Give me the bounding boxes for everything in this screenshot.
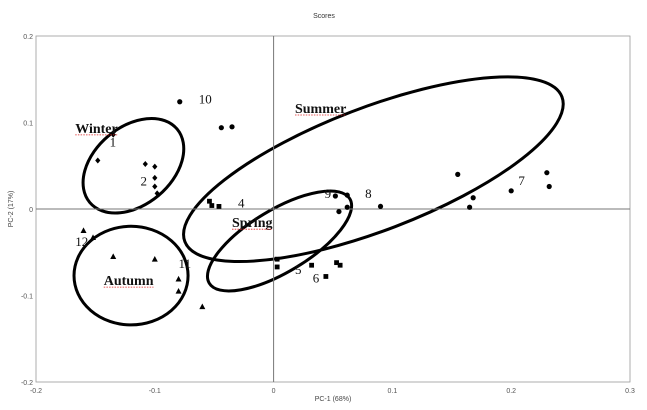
y-tick-label-2: 0 bbox=[29, 207, 33, 214]
y-tick-label-3: -0.1 bbox=[21, 294, 33, 301]
chart-title: Scores bbox=[313, 13, 335, 20]
y-tick-label-1: 0.1 bbox=[23, 121, 33, 128]
summer-point-3 bbox=[332, 193, 338, 199]
spring-point-8 bbox=[337, 262, 343, 268]
point-label-8: 8 bbox=[365, 186, 372, 201]
summer-point-12 bbox=[544, 170, 550, 176]
point-label-2: 2 bbox=[141, 174, 148, 189]
summer-point-0 bbox=[177, 99, 183, 105]
autumn-point-3 bbox=[151, 255, 158, 262]
summer-ellipse bbox=[182, 75, 565, 264]
spring-point-2 bbox=[216, 204, 222, 209]
x-tick-label-4: 0.2 bbox=[506, 388, 516, 395]
x-tick-label-0: -0.2 bbox=[30, 388, 42, 395]
winter-point-1 bbox=[95, 157, 101, 164]
summer-point-7 bbox=[377, 203, 384, 210]
summer-point-9 bbox=[470, 195, 476, 201]
group-ellipses bbox=[72, 75, 565, 327]
point-label-11: 11 bbox=[179, 256, 192, 271]
spring-ellipse bbox=[205, 189, 354, 293]
summer-point-10 bbox=[467, 204, 473, 210]
x-tick-label-3: 0.1 bbox=[388, 388, 398, 395]
summer-point-6 bbox=[344, 204, 350, 210]
summer-point-4 bbox=[344, 192, 350, 198]
spring-point-7 bbox=[334, 260, 339, 266]
summer-point-13 bbox=[546, 183, 552, 190]
y-tick-label-0: 0.2 bbox=[23, 34, 33, 41]
y-tick-label-4: -0.2 bbox=[21, 380, 33, 387]
autumn-label: Autumn bbox=[104, 274, 154, 289]
spring-point-3 bbox=[274, 256, 280, 262]
autumn-point-2 bbox=[110, 253, 117, 259]
point-label-12: 12 bbox=[75, 234, 88, 249]
x-axis-title: PC-1 (68%) bbox=[315, 396, 352, 403]
autumn-point-0 bbox=[80, 227, 87, 234]
winter-ellipse bbox=[81, 116, 186, 215]
spring-point-1 bbox=[209, 203, 215, 208]
winter-point-5 bbox=[152, 183, 158, 190]
autumn-point-5 bbox=[175, 287, 182, 294]
summer-point-8 bbox=[455, 171, 461, 177]
autumn-ellipse bbox=[72, 224, 190, 327]
point-label-5: 5 bbox=[295, 262, 302, 277]
point-label-6: 6 bbox=[313, 271, 320, 286]
winter-point-4 bbox=[152, 174, 158, 181]
spring-point-0 bbox=[207, 198, 212, 204]
summer-point-2 bbox=[229, 124, 235, 130]
point-label-10: 10 bbox=[199, 91, 212, 106]
group-labels: Winter Summer Spring Autumn bbox=[75, 102, 347, 289]
autumn-point-6 bbox=[199, 303, 206, 310]
winter-label: Winter bbox=[75, 122, 118, 137]
spring-point-6 bbox=[323, 274, 329, 279]
y-axis-title: PC-2 (17%) bbox=[8, 191, 15, 228]
x-tick-label-2: 0 bbox=[272, 388, 276, 395]
point-label-7: 7 bbox=[518, 173, 525, 188]
autumn-point-4 bbox=[175, 275, 182, 282]
x-tick-labels: -0.2 -0.1 0 0.1 0.2 0.3 bbox=[30, 388, 635, 395]
data-points bbox=[80, 99, 552, 310]
winter-point-6 bbox=[154, 190, 160, 197]
spring-label: Spring bbox=[232, 216, 272, 231]
point-label-4: 4 bbox=[238, 195, 245, 210]
spring-point-4 bbox=[274, 264, 280, 270]
summer-point-11 bbox=[508, 188, 514, 194]
point-label-1: 1 bbox=[110, 135, 117, 150]
y-tick-labels: 0.2 0.1 0 -0.1 -0.2 bbox=[21, 34, 33, 387]
summer-point-1 bbox=[218, 125, 224, 131]
winter-point-3 bbox=[152, 163, 158, 170]
point-label-9: 9 bbox=[325, 186, 332, 201]
spring-point-5 bbox=[309, 262, 315, 268]
autumn-point-1 bbox=[90, 234, 97, 240]
x-tick-label-5: 0.3 bbox=[625, 388, 635, 395]
winter-point-2 bbox=[142, 161, 148, 168]
summer-point-5 bbox=[336, 208, 342, 215]
x-tick-label-1: -0.1 bbox=[149, 388, 161, 395]
summer-label: Summer bbox=[295, 102, 346, 117]
